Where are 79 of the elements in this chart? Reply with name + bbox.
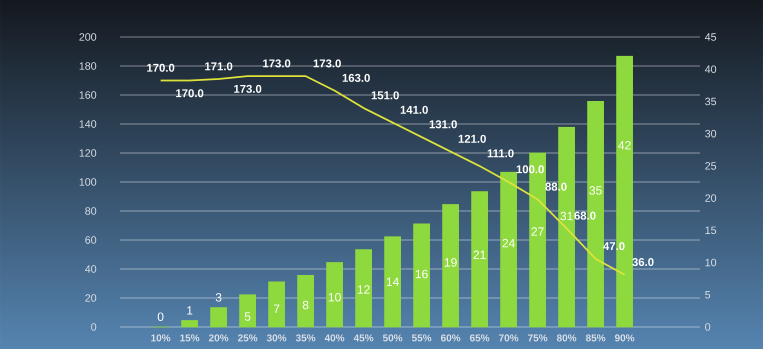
x-tick-label: 50% [382,334,402,342]
y-tick-label: 160 [80,91,96,99]
data-label: 10 [328,292,341,302]
bar [326,262,343,328]
x-tick-label: 30% [266,334,286,342]
data-label: 8 [302,300,308,310]
y2-tick-label: 40 [704,65,716,73]
data-label: 3 [216,293,222,302]
y2-tick-label: 20 [705,194,716,202]
data-label: 121.0 [458,134,486,143]
x-tick-label: 10% [151,334,170,342]
bar [268,281,285,328]
data-label: 131.0 [430,120,457,128]
data-label: 31 [560,212,573,220]
bar [210,307,227,328]
bar [297,275,314,328]
bar [442,204,459,328]
data-label: 171.0 [205,62,232,70]
y-tick-label: 60 [85,236,96,244]
data-label: 170.0 [147,64,174,72]
x-tick-label: 65% [470,334,490,342]
data-label: 42 [618,141,631,150]
x-tick-label: 45% [354,334,374,342]
y2-tick-label: 45 [704,33,716,41]
data-label: 151.0 [372,91,399,100]
data-label: 0 [158,312,164,321]
data-label: 1 [187,306,192,314]
bar [239,294,256,328]
data-label: 16 [416,270,428,278]
x-tick-label: 80% [556,334,576,342]
y2-tick-label: 15 [706,226,716,234]
x-tick-label: 35% [296,334,316,342]
data-label: 173.0 [314,59,341,68]
y2-tick-label: 35 [705,98,716,106]
y-tick-label: 20 [85,294,96,302]
y-tick-label: 140 [80,120,96,128]
y2-tick-label: 0 [705,323,710,331]
data-label: 12 [358,285,370,294]
x-tick-label: 75% [528,334,548,342]
data-label: 35 [589,186,602,195]
bar [181,320,198,328]
x-tick-label: 85% [586,334,606,342]
x-tick-label: 70% [499,334,518,342]
data-label: 170.0 [176,89,204,98]
bar [384,236,401,328]
data-label: 141.0 [400,106,428,114]
data-label: 27 [532,227,544,236]
y-tick-label: 120 [80,149,96,157]
y-tick-label: 0 [91,323,96,331]
bar [500,172,517,328]
data-label: 5 [244,312,250,321]
data-label: 111.0 [488,149,514,158]
y2-tick-label: 10 [706,258,716,266]
y-tick-label: 80 [85,207,96,215]
data-label: 173.0 [234,84,262,93]
data-label: 173.0 [263,59,290,68]
x-tick-label: 40% [324,334,344,342]
bar [355,249,372,328]
x-tick-label: 90% [614,334,634,342]
y-tick-label: 200 [79,33,96,41]
y2-tick-label: 5 [705,291,710,298]
bar [471,191,488,328]
x-tick-label: 25% [238,334,258,342]
data-label: 163.0 [342,74,370,82]
data-label: 21 [474,250,486,259]
data-label: 7 [274,304,280,313]
data-label: 14 [386,278,399,286]
y-tick-label: 180 [80,62,96,70]
data-label: 19 [444,258,457,267]
data-label: 24 [502,238,515,248]
x-tick-label: 20% [208,334,228,342]
y2-tick-label: 25 [705,162,716,170]
x-tick-label: 55% [412,334,432,342]
x-tick-label: 15% [180,334,200,342]
x-tick-label: 60% [440,334,460,342]
y-tick-label: 100 [80,178,96,186]
bar [413,223,430,328]
y-tick-label: 40 [85,265,96,273]
y2-tick-label: 30 [705,130,716,138]
